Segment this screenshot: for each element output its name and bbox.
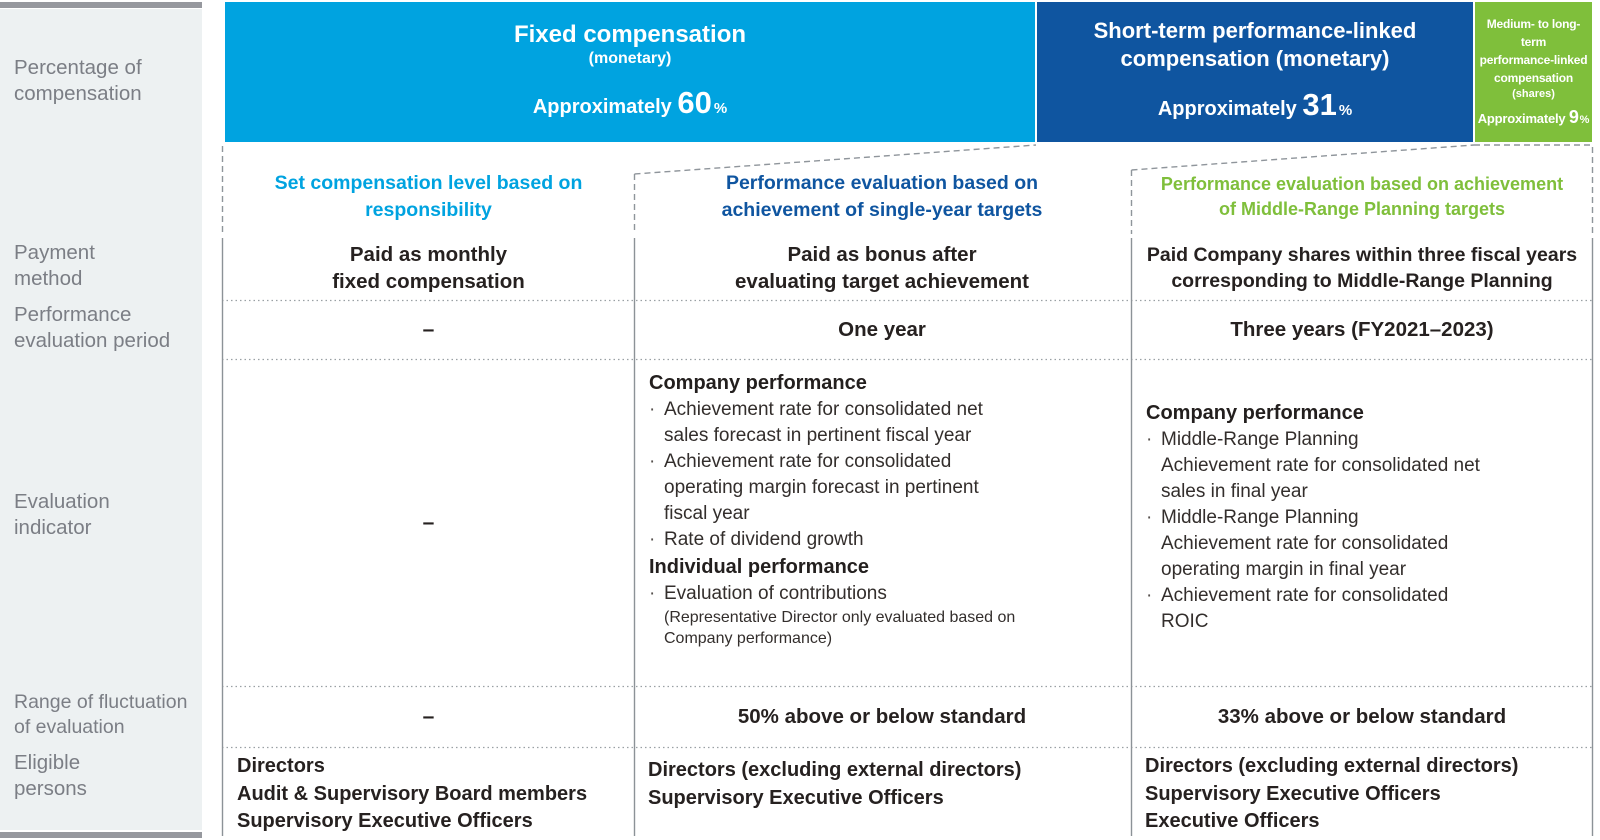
row-label-range-of-fluctuation: Range of fluctuation of evaluation <box>14 691 188 738</box>
band-short-term-performance-linked: Short-term performance-linked compensati… <box>1037 2 1473 142</box>
indicator-bullet: · Middle-Range Planning Achievement rate… <box>1146 505 1600 583</box>
band-subtitle: (shares) <box>1512 87 1555 100</box>
cell-range-fixed: – <box>422 704 435 728</box>
bullet-dot-icon: · <box>649 399 656 420</box>
row-label-payment-method: Payment method <box>14 241 95 290</box>
row-label-evaluation-indicator: Evaluation indicator <box>14 490 110 539</box>
band-title: Short-term performance-linked compensati… <box>1093 18 1417 71</box>
cell-strategy-short-term: Performance evaluation based on achievem… <box>721 172 1043 221</box>
band-percentage: Approximately 60% <box>532 84 728 120</box>
bullet-dot-icon: · <box>1146 585 1153 606</box>
indicator-bullet: · Achievement rate for consolidated net … <box>649 397 1143 449</box>
band-title: Fixed compensation <box>513 20 747 48</box>
bullet-dot-icon: · <box>649 529 656 550</box>
band-subtitle: (monetary) <box>588 49 672 67</box>
bullet-dot-icon: · <box>1146 507 1153 528</box>
cell-strategy-fixed: Set compensation level based on responsi… <box>274 172 583 221</box>
indicator-heading: Company performance <box>649 372 867 394</box>
cell-payment-short-term: Paid as bonus after evaluating target ac… <box>735 243 1029 293</box>
band-medium-to-long-term-performance-linked: Medium- to long-term performance-linked … <box>1475 2 1592 142</box>
cell-eligible-short-term: Directors (excluding external directors)… <box>648 759 1022 809</box>
indicator-bullet: · Evaluation of contributions (Represent… <box>649 581 1143 649</box>
cell-eligible-long-term: Directors (excluding external directors)… <box>1145 755 1519 832</box>
row-label-rail <box>0 9 202 830</box>
cell-eligible-fixed: Directors Audit & Supervisory Board memb… <box>237 755 588 832</box>
rail-bottom-accent-bar <box>0 832 202 838</box>
bullet-dot-icon: · <box>649 583 656 604</box>
cell-payment-fixed: Paid as monthly fixed compensation <box>332 243 525 293</box>
row-label-performance-evaluation-period: Performance evaluation period <box>14 303 171 352</box>
indicator-bullet: · Achievement rate for consolidated oper… <box>649 449 1143 527</box>
indicator-bullet: · Achievement rate for consolidated ROIC <box>1146 583 1600 635</box>
band-fixed-compensation: Fixed compensation (monetary) Approximat… <box>225 2 1035 142</box>
cell-indicator-long-term: Company performance · Middle-Range Plann… <box>1132 359 1600 726</box>
cell-indicator-short-term: Company performance · Achievement rate f… <box>635 359 1149 696</box>
cell-period-long-term: Three years (FY2021–2023) <box>1230 317 1494 341</box>
cell-indicator-fixed: – <box>422 510 435 534</box>
cell-range-short-term: 50% above or below standard <box>737 704 1027 728</box>
indicator-heading: Company performance <box>1146 402 1364 424</box>
bullet-dot-icon: · <box>1146 429 1153 450</box>
cell-range-long-term: 33% above or below standard <box>1217 704 1507 728</box>
cell-period-fixed: – <box>422 317 435 341</box>
row-label-percentage-of-compensation: Percentage of compensation <box>14 56 142 105</box>
rail-top-accent-bar <box>0 2 202 8</box>
indicator-bullet: · Middle-Range Planning Achievement rate… <box>1146 427 1600 505</box>
cell-period-short-term: One year <box>838 317 926 341</box>
indicator-bullet: · Rate of dividend growth <box>649 527 1143 553</box>
band-title: Medium- to long-term performance-linked … <box>1479 16 1588 85</box>
band-percentage: Approximately 31% <box>1157 87 1353 122</box>
bullet-dot-icon: · <box>649 451 656 472</box>
band-percentage: Approximately 9% <box>1477 106 1590 127</box>
cell-strategy-long-term: Performance evaluation based on achievem… <box>1160 174 1564 219</box>
row-label-eligible-persons: Eligible persons <box>14 751 87 800</box>
cell-payment-long-term: Paid Company shares within three fiscal … <box>1146 244 1578 292</box>
indicator-note: (Representative Director only evaluated … <box>664 609 1016 647</box>
indicator-heading: Individual performance <box>649 556 870 578</box>
